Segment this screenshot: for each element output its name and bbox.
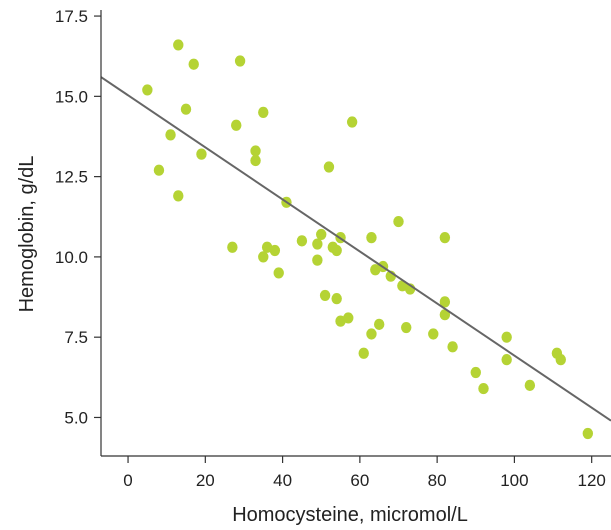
data-point <box>346 116 358 128</box>
data-point <box>524 379 536 391</box>
y-tick-label: 15.0 <box>55 87 88 106</box>
plot-area <box>100 39 611 440</box>
data-point <box>188 58 199 70</box>
data-point <box>478 382 489 395</box>
data-point <box>366 328 377 340</box>
data-point <box>439 309 451 321</box>
data-point <box>173 39 184 51</box>
data-point <box>296 235 308 247</box>
data-point <box>180 103 192 115</box>
x-tick-label: 80 <box>428 471 447 490</box>
y-tick-label: 12.5 <box>55 168 88 187</box>
data-point <box>470 366 481 379</box>
x-tick-label: 0 <box>123 471 132 490</box>
data-point <box>234 55 246 67</box>
x-axis-title: Homocysteine, micromol/L <box>232 504 468 526</box>
data-point <box>312 254 323 266</box>
data-point <box>447 341 458 353</box>
y-tick-label: 7.5 <box>64 328 88 347</box>
data-point <box>250 145 261 157</box>
data-point <box>501 331 512 343</box>
data-point <box>331 293 342 305</box>
data-point <box>231 119 242 131</box>
data-point <box>142 84 153 96</box>
data-point <box>258 251 269 263</box>
data-point <box>258 106 269 118</box>
data-point <box>428 328 439 340</box>
data-point <box>269 244 281 257</box>
data-point <box>439 232 451 244</box>
trend-line <box>100 76 611 422</box>
data-point <box>273 267 284 279</box>
y-tick-label: 5.0 <box>64 408 88 427</box>
data-point <box>401 321 412 334</box>
data-point <box>323 161 335 173</box>
tick-marks: 0 20 40 60 80 100 120 5.0 7.5 10.0 12.5 15.0 17.5 <box>55 7 606 490</box>
data-point <box>343 312 354 324</box>
data-point <box>196 148 207 160</box>
y-tick-label: 10.0 <box>55 248 88 267</box>
x-tick-label: 60 <box>350 471 369 490</box>
y-tick-label: 17.5 <box>55 7 88 26</box>
data-point <box>250 154 261 167</box>
data-point <box>501 354 512 366</box>
data-point <box>173 190 184 202</box>
x-tick-label: 20 <box>196 471 215 490</box>
data-point <box>165 129 176 141</box>
x-tick-label: 100 <box>500 471 528 490</box>
data-point <box>331 244 342 257</box>
x-tick-label: 40 <box>273 471 292 490</box>
data-point <box>582 427 594 440</box>
data-point <box>227 241 238 253</box>
data-point <box>439 296 451 308</box>
data-point <box>358 347 369 359</box>
y-axis-title: Hemoglobin, g/dL <box>16 156 38 313</box>
data-point <box>366 232 377 244</box>
data-point <box>373 318 385 330</box>
data-point <box>393 215 404 228</box>
data-point <box>319 289 331 302</box>
x-tick-label: 120 <box>577 471 605 490</box>
data-point <box>316 228 327 241</box>
data-point <box>555 354 566 366</box>
data-point <box>153 164 165 176</box>
data-point <box>312 238 323 250</box>
axes <box>100 10 611 457</box>
